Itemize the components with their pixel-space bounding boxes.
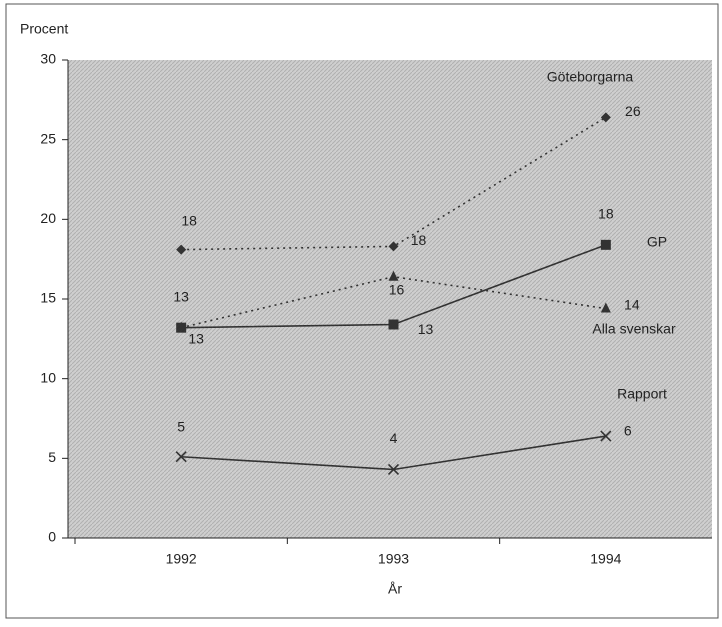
data-label: 13 (173, 288, 189, 304)
y-axis-label: Procent (20, 21, 68, 37)
y-tick-label: 20 (40, 210, 56, 226)
frame (5, 3, 719, 619)
data-label: 26 (625, 103, 641, 119)
marker (176, 321, 187, 332)
data-label: 18 (598, 206, 614, 222)
marker (388, 319, 399, 330)
marker (600, 302, 611, 313)
marker (388, 270, 399, 281)
series-name: GP (647, 234, 667, 250)
marker (176, 244, 187, 255)
data-label: 18 (411, 232, 427, 248)
data-label: 16 (389, 281, 405, 297)
marker (388, 241, 399, 252)
marker (387, 463, 400, 476)
marker (600, 430, 612, 442)
x-tick-label: 1994 (590, 551, 621, 567)
data-label: 18 (181, 212, 197, 228)
data-label: 13 (188, 330, 204, 346)
y-tick-label: 25 (40, 130, 56, 146)
series-name: Göteborgarna (547, 69, 634, 85)
data-label: 4 (390, 430, 398, 446)
y-tick-label: 0 (48, 529, 56, 545)
data-label: 5 (177, 418, 185, 434)
y-tick-label: 10 (40, 369, 56, 385)
plot-area (68, 60, 712, 538)
data-label: 6 (624, 423, 632, 439)
data-label: 14 (624, 296, 640, 312)
marker (600, 112, 611, 123)
data-label: 13 (418, 321, 434, 337)
series-name: Alla svenskar (592, 321, 676, 337)
marker (600, 239, 611, 250)
x-axis-label: År (388, 581, 402, 597)
series-line (180, 275, 606, 329)
marker (175, 451, 187, 463)
series-line (181, 116, 607, 251)
y-tick-label: 30 (40, 51, 56, 67)
series-name: Rapport (617, 386, 667, 402)
x-tick-label: 1993 (378, 551, 409, 567)
y-tick-label: 15 (40, 290, 56, 306)
x-tick-label: 1992 (166, 551, 197, 567)
y-tick-label: 5 (48, 449, 56, 465)
